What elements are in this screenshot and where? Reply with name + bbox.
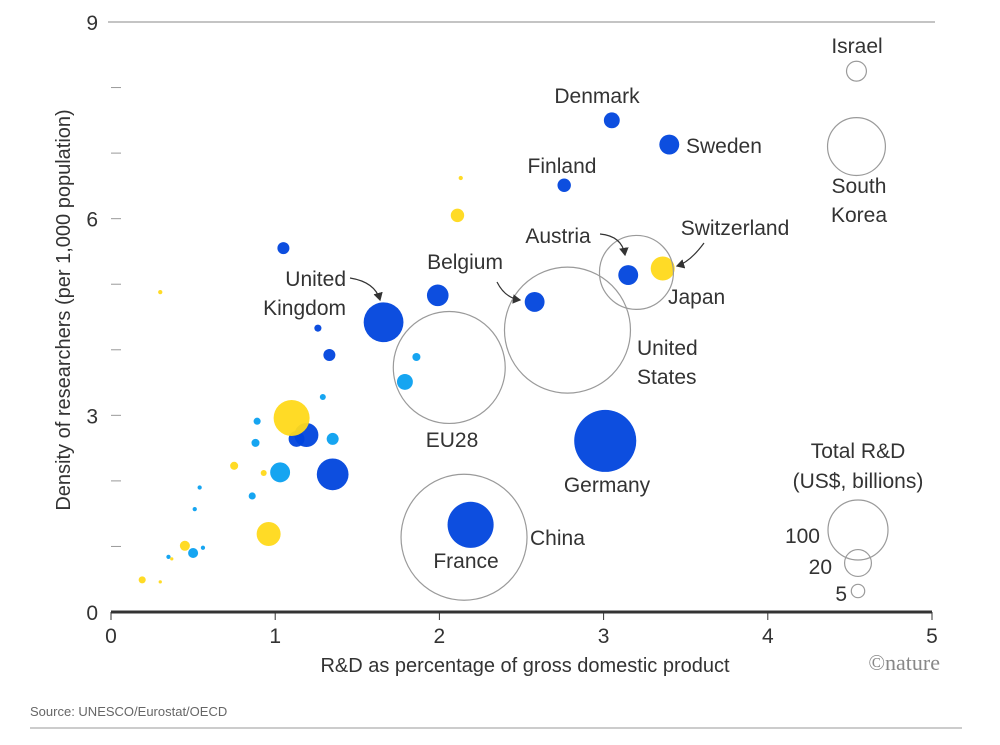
legend-size-label: 5 xyxy=(835,583,847,606)
bubble-israel xyxy=(845,60,868,82)
legend-title: Total R&D xyxy=(811,440,906,463)
label-israel: Israel xyxy=(831,35,882,58)
legend-circle xyxy=(850,583,866,599)
bubble xyxy=(251,438,260,447)
bubble-germany xyxy=(574,409,637,472)
bubble xyxy=(426,284,449,307)
bubble-eu28 xyxy=(392,310,506,425)
y-tick-label: 3 xyxy=(86,405,98,428)
legend-circle xyxy=(843,548,873,578)
bubble xyxy=(260,470,267,477)
bubble xyxy=(396,373,413,390)
label-france: France xyxy=(433,550,498,573)
label-germany: Germany xyxy=(564,474,651,497)
bubble-austria xyxy=(618,265,639,285)
bubble xyxy=(277,242,290,255)
label-south-korea: South xyxy=(832,175,887,198)
size-legend: Total R&D (US$, billions) 100 205 xyxy=(785,440,923,606)
legend-title: (US$, billions) xyxy=(793,470,924,493)
nature-logo: ©nature xyxy=(868,650,940,675)
legend-size-label: 20 xyxy=(809,556,832,579)
x-tick-label: 0 xyxy=(105,625,117,648)
bubble xyxy=(314,324,322,332)
arrow-uk xyxy=(349,277,383,302)
arrow-belgium xyxy=(496,281,522,304)
bubble xyxy=(200,545,206,550)
bubble xyxy=(319,393,326,400)
x-tick-label: 1 xyxy=(269,625,281,648)
bubble-finland xyxy=(557,178,571,192)
bubble xyxy=(166,554,171,560)
bubble xyxy=(158,289,163,295)
label-united-kingdom: Kingdom xyxy=(263,297,346,320)
x-axis-title: R&D as percentage of gross domestic prod… xyxy=(320,655,730,677)
label-united-states: United xyxy=(637,337,698,360)
bubble xyxy=(253,417,261,425)
y-tick-label: 6 xyxy=(86,209,98,232)
label-austria: Austria xyxy=(525,225,591,248)
label-finland: Finland xyxy=(528,155,597,178)
legend-size-label: 100 xyxy=(785,525,820,548)
label-belgium: Belgium xyxy=(427,251,503,274)
bubble xyxy=(230,461,239,470)
bubble xyxy=(197,485,202,490)
y-tick-label: 0 xyxy=(86,602,98,625)
bubble-belgium xyxy=(524,291,545,312)
label-japan: Japan xyxy=(668,286,725,309)
bubble xyxy=(273,399,310,436)
axes: 0 1 2 3 4 5 0 3 6 9 xyxy=(86,12,938,648)
bubble xyxy=(256,521,281,546)
label-eu28: EU28 xyxy=(426,429,479,452)
label-switzerland: Switzerland xyxy=(681,217,790,240)
y-axis-title: Density of researchers (per 1,000 popula… xyxy=(53,109,75,510)
bubble xyxy=(138,576,146,584)
label-china: China xyxy=(530,527,585,550)
bubble-united-kingdom xyxy=(363,302,404,343)
bubble xyxy=(412,352,421,362)
arrow-switzerland xyxy=(675,242,705,269)
bubble xyxy=(316,458,349,491)
bubble xyxy=(270,462,291,483)
x-tick-label: 4 xyxy=(762,625,774,648)
bubble xyxy=(458,175,463,181)
label-denmark: Denmark xyxy=(554,85,640,108)
bubble xyxy=(248,492,256,500)
x-tick-label: 3 xyxy=(598,625,610,648)
label-united-kingdom: United xyxy=(285,268,346,291)
bubble-sweden xyxy=(659,134,680,155)
y-tick-label: 9 xyxy=(86,12,98,35)
x-tick-label: 5 xyxy=(926,625,938,648)
bubble xyxy=(192,506,197,512)
legend-circle xyxy=(827,499,889,561)
bubble xyxy=(158,580,162,584)
bubble-china xyxy=(400,473,528,601)
bubble-united-states xyxy=(503,266,632,394)
x-tick-label: 2 xyxy=(434,625,446,648)
bubble xyxy=(323,349,336,362)
label-south-korea: Korea xyxy=(831,204,887,227)
bubble xyxy=(170,557,174,561)
label-united-states: States xyxy=(637,366,697,389)
label-sweden: Sweden xyxy=(686,135,762,158)
bubbles xyxy=(138,60,886,601)
bubble-france xyxy=(447,501,494,548)
bubble-switzerland xyxy=(650,256,675,281)
source-note: Source: UNESCO/Eurostat/OECD xyxy=(30,704,227,719)
country-labels: Denmark Sweden Finland Austria Belgium United… xyxy=(263,35,887,573)
bubble-japan xyxy=(598,234,675,311)
arrow-austria xyxy=(599,233,629,257)
bubble xyxy=(450,208,465,223)
bubble-denmark xyxy=(603,112,620,129)
bubble xyxy=(179,540,190,551)
bubble-south-korea xyxy=(826,117,886,177)
bubble xyxy=(326,432,339,445)
bubble xyxy=(188,547,199,559)
